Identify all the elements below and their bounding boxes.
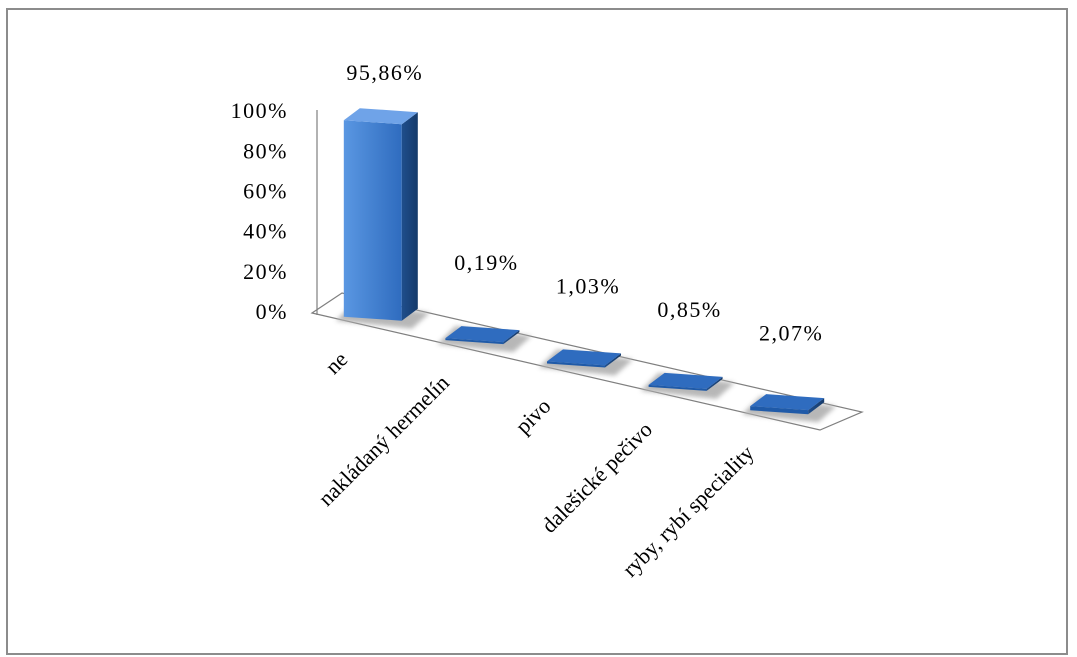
- chart-frame: [6, 8, 1068, 655]
- data-label: 0,85%: [657, 297, 721, 322]
- bar-side: [706, 376, 723, 391]
- category-label: dalešické pečivo: [536, 417, 657, 538]
- bar: [343, 108, 418, 321]
- bar-top: [445, 326, 520, 343]
- data-label: 1,03%: [556, 274, 620, 299]
- bar-side: [808, 398, 825, 415]
- bar-side: [605, 353, 621, 368]
- bars: [335, 108, 837, 423]
- bar-front: [445, 338, 504, 345]
- bar-front: [547, 361, 605, 368]
- y-tick-label: 20%: [243, 259, 288, 284]
- y-tick-label: 40%: [243, 219, 288, 244]
- bar-front: [750, 406, 809, 415]
- data-label: 0,19%: [454, 250, 518, 275]
- category-label: pivo: [510, 393, 555, 438]
- y-tick-label: 0%: [256, 299, 288, 324]
- bar-front: [343, 120, 402, 321]
- bar-side: [503, 330, 520, 345]
- y-tick-label: 80%: [243, 138, 288, 163]
- bar-side: [401, 112, 418, 321]
- y-axis: 0% 20% 40% 60% 80% 100%: [231, 98, 318, 324]
- bar: [445, 326, 520, 345]
- bar: [547, 349, 621, 368]
- category-label: ne: [320, 347, 352, 379]
- bar-top: [547, 349, 621, 366]
- data-label: 95,86%: [346, 60, 423, 85]
- category-label: ryby, rybí speciality: [617, 440, 759, 582]
- y-tick-label: 60%: [243, 179, 288, 204]
- bar-top: [750, 394, 825, 411]
- y-tick-label: 100%: [231, 98, 288, 123]
- category-label: nakládaný hermelín: [313, 370, 454, 511]
- bar-top: [343, 108, 418, 125]
- bar: [750, 394, 825, 415]
- bar-front: [648, 384, 707, 391]
- data-label: 2,07%: [759, 320, 823, 345]
- bar: [648, 372, 723, 391]
- bar-top: [648, 372, 723, 389]
- data-labels: 95,86% 0,19% 1,03% 0,85% 2,07%: [346, 60, 823, 345]
